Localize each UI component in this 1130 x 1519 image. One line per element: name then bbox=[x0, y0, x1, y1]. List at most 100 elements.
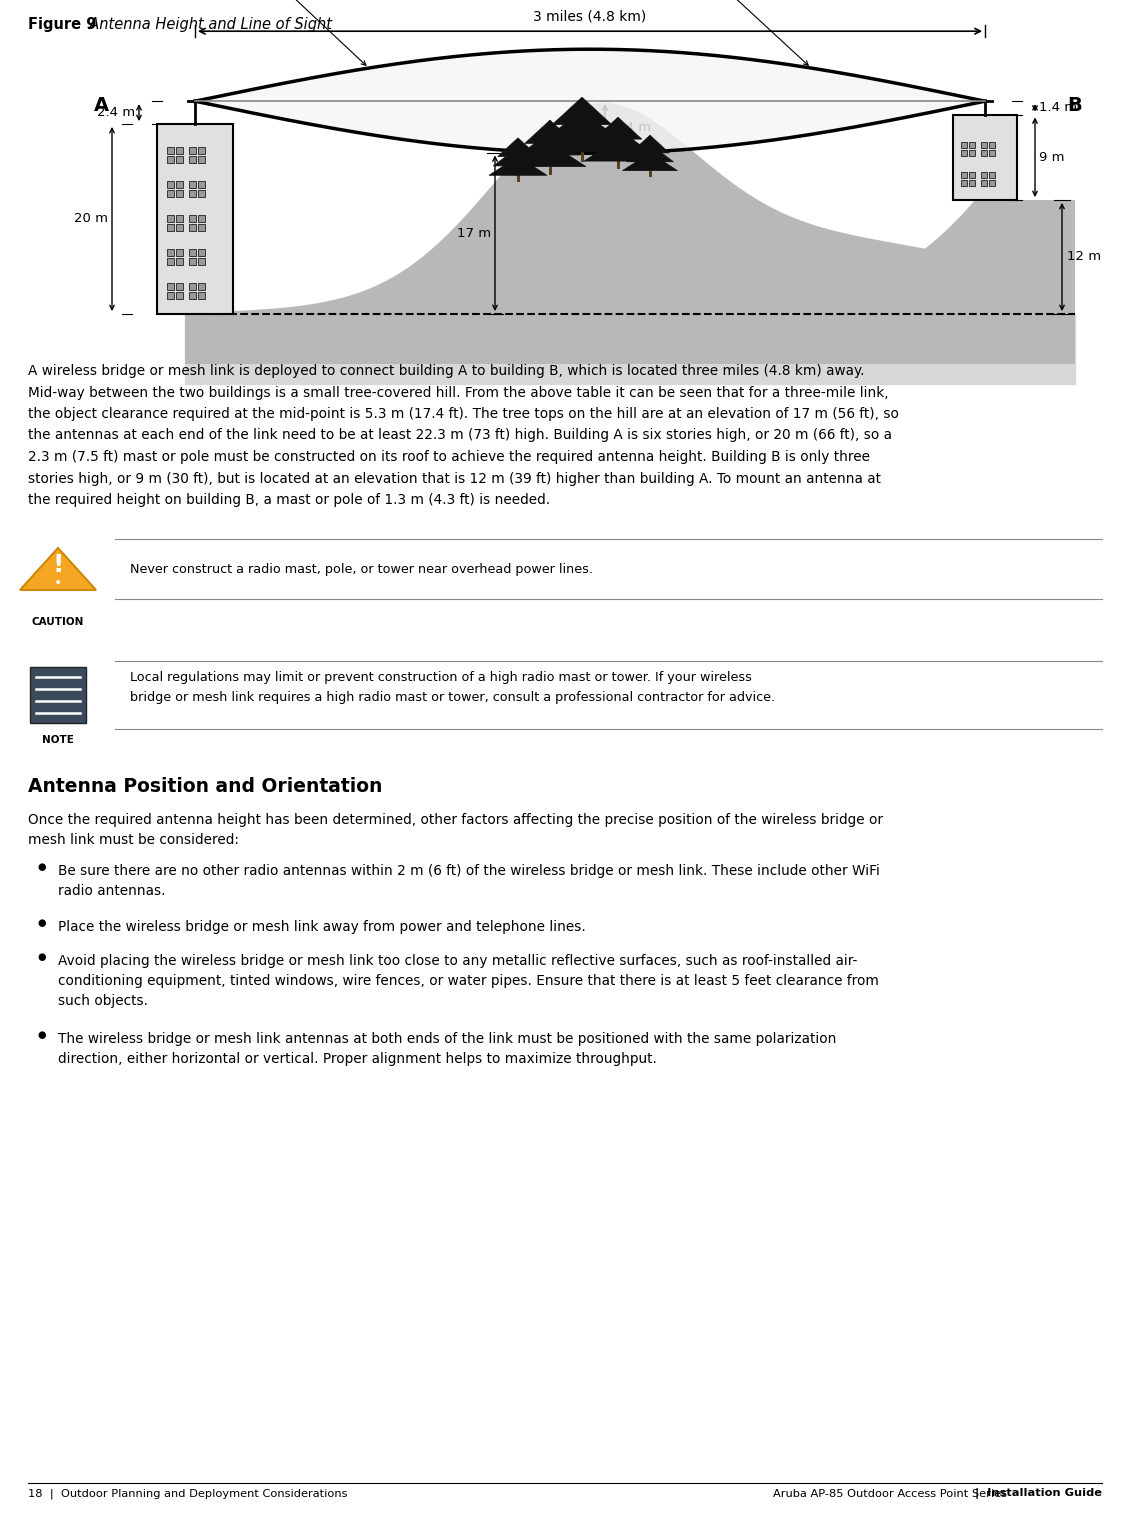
Bar bbox=[198, 292, 205, 299]
Polygon shape bbox=[195, 49, 985, 153]
Text: 12 m: 12 m bbox=[1067, 251, 1101, 263]
Bar bbox=[176, 292, 183, 299]
Text: !: ! bbox=[52, 553, 63, 577]
Bar bbox=[189, 283, 195, 290]
Polygon shape bbox=[631, 135, 669, 153]
Text: NOTE: NOTE bbox=[42, 735, 73, 744]
Bar bbox=[176, 181, 183, 188]
Polygon shape bbox=[546, 111, 618, 138]
Text: A: A bbox=[94, 96, 108, 115]
Bar bbox=[167, 147, 174, 153]
Bar bbox=[198, 190, 205, 197]
Text: Antenna Height and Line of Sight: Antenna Height and Line of Sight bbox=[80, 17, 332, 32]
Text: stories high, or 9 m (30 ft), but is located at an elevation that is 12 m (39 ft: stories high, or 9 m (30 ft), but is loc… bbox=[28, 471, 881, 486]
Bar bbox=[198, 223, 205, 231]
Bar bbox=[198, 283, 205, 290]
Bar bbox=[981, 172, 986, 178]
Text: Mid-way between the two buildings is a small tree-covered hill. From the above t: Mid-way between the two buildings is a s… bbox=[28, 386, 888, 399]
Bar bbox=[189, 216, 195, 222]
Bar bbox=[970, 172, 975, 178]
Bar bbox=[189, 190, 195, 197]
Bar bbox=[31, 667, 86, 723]
Bar bbox=[189, 258, 195, 264]
Text: 18  |  Outdoor Planning and Deployment Considerations: 18 | Outdoor Planning and Deployment Con… bbox=[28, 1489, 348, 1499]
Polygon shape bbox=[514, 143, 586, 167]
Bar bbox=[176, 216, 183, 222]
Bar bbox=[176, 190, 183, 197]
Bar bbox=[176, 223, 183, 231]
Text: Antenna Position and Orientation: Antenna Position and Orientation bbox=[28, 778, 382, 796]
Bar bbox=[960, 179, 967, 185]
Bar bbox=[167, 156, 174, 163]
Polygon shape bbox=[489, 156, 547, 175]
Bar bbox=[189, 147, 195, 153]
Bar bbox=[970, 179, 975, 185]
Bar bbox=[167, 190, 174, 197]
Bar bbox=[189, 292, 195, 299]
Bar bbox=[198, 249, 205, 257]
Bar bbox=[970, 150, 975, 156]
Polygon shape bbox=[524, 120, 575, 143]
Text: Avoid placing the wireless bridge or mesh link too close to any metallic reflect: Avoid placing the wireless bridge or mes… bbox=[58, 954, 879, 1009]
Bar bbox=[981, 141, 986, 147]
Bar bbox=[960, 172, 967, 178]
Polygon shape bbox=[553, 97, 611, 125]
Text: 9 m: 9 m bbox=[1038, 150, 1064, 164]
Bar bbox=[189, 156, 195, 163]
Text: 2.3 m (7.5 ft) mast or pole must be constructed on its roof to achieve the requi: 2.3 m (7.5 ft) mast or pole must be cons… bbox=[28, 450, 870, 463]
Bar bbox=[960, 150, 967, 156]
Text: |  Installation Guide: | Installation Guide bbox=[967, 1489, 1102, 1499]
Bar bbox=[649, 170, 652, 178]
Bar bbox=[981, 179, 986, 185]
Polygon shape bbox=[623, 153, 678, 170]
Polygon shape bbox=[584, 140, 652, 161]
Text: Aruba AP-85 Outdoor Access Point Series: Aruba AP-85 Outdoor Access Point Series bbox=[773, 1489, 1007, 1499]
Bar bbox=[989, 172, 996, 178]
Bar bbox=[617, 161, 619, 169]
Text: the antennas at each end of the link need to be at least 22.3 m (73 ft) high. Bu: the antennas at each end of the link nee… bbox=[28, 428, 892, 442]
Polygon shape bbox=[589, 128, 646, 150]
Bar bbox=[176, 249, 183, 257]
Text: Local regulations may limit or prevent construction of a high radio mast or towe: Local regulations may limit or prevent c… bbox=[130, 671, 751, 684]
Text: 2.4 m: 2.4 m bbox=[97, 106, 134, 118]
Text: Once the required antenna height has been determined, other factors affecting th: Once the required antenna height has bee… bbox=[28, 813, 883, 848]
Text: 5.4 m: 5.4 m bbox=[612, 120, 651, 134]
Bar bbox=[989, 150, 996, 156]
Bar bbox=[581, 152, 583, 163]
Bar bbox=[167, 283, 174, 290]
Bar bbox=[198, 181, 205, 188]
Bar bbox=[516, 175, 520, 182]
Bar bbox=[198, 216, 205, 222]
Text: the required height on building B, a mast or pole of 1.3 m (4.3 ft) is needed.: the required height on building B, a mas… bbox=[28, 494, 550, 507]
Bar bbox=[189, 249, 195, 257]
Bar bbox=[198, 156, 205, 163]
Bar bbox=[989, 141, 996, 147]
Text: 20 m: 20 m bbox=[73, 213, 108, 225]
Text: Never construct a radio mast, pole, or tower near overhead power lines.: Never construct a radio mast, pole, or t… bbox=[130, 562, 593, 576]
Bar bbox=[989, 179, 996, 185]
Bar bbox=[157, 125, 233, 314]
Bar bbox=[970, 141, 975, 147]
Text: B: B bbox=[1067, 96, 1081, 115]
Polygon shape bbox=[185, 103, 1075, 365]
Text: A wireless bridge or mesh link is deployed to connect building A to building B, : A wireless bridge or mesh link is deploy… bbox=[28, 365, 864, 378]
Text: ●: ● bbox=[37, 952, 46, 962]
Bar bbox=[548, 167, 551, 175]
Polygon shape bbox=[497, 138, 538, 156]
Text: ●: ● bbox=[37, 1030, 46, 1041]
Bar bbox=[981, 150, 986, 156]
Text: bridge or mesh link requires a high radio mast or tower, consult a professional : bridge or mesh link requires a high radi… bbox=[130, 691, 775, 703]
Text: Figure 9: Figure 9 bbox=[28, 17, 96, 32]
Text: 1.4 m: 1.4 m bbox=[1038, 102, 1077, 114]
Text: ●: ● bbox=[37, 861, 46, 872]
Text: 3 miles (4.8 km): 3 miles (4.8 km) bbox=[533, 9, 646, 23]
Bar bbox=[167, 223, 174, 231]
Text: ●: ● bbox=[37, 917, 46, 928]
Bar bbox=[167, 258, 174, 264]
Polygon shape bbox=[594, 117, 642, 140]
Polygon shape bbox=[520, 132, 581, 155]
Bar bbox=[189, 223, 195, 231]
Polygon shape bbox=[20, 548, 96, 589]
Text: Be sure there are no other radio antennas within 2 m (6 ft) of the wireless brid: Be sure there are no other radio antenna… bbox=[58, 864, 880, 898]
Bar bbox=[198, 147, 205, 153]
